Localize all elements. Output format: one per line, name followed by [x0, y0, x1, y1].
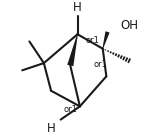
- Text: or1: or1: [86, 36, 100, 45]
- Text: H: H: [47, 122, 55, 135]
- Text: or1: or1: [63, 105, 77, 115]
- Text: H: H: [73, 1, 82, 14]
- Polygon shape: [67, 34, 78, 66]
- Polygon shape: [102, 31, 110, 49]
- Text: OH: OH: [121, 19, 139, 32]
- Text: or1: or1: [93, 60, 107, 69]
